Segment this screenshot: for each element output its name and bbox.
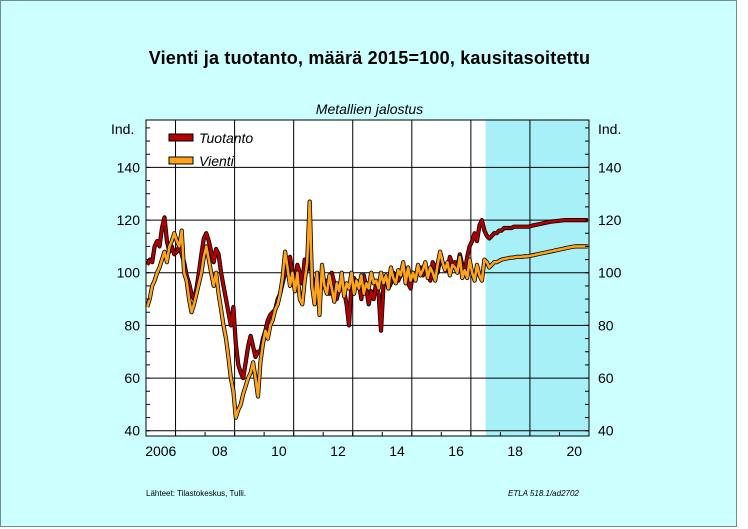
legend-swatch-tuotanto [168, 133, 194, 142]
grid-lines [146, 120, 589, 436]
x-axis: 2006 08 10 12 14 16 18 20 [145, 432, 582, 459]
series-line-vienti [145, 200, 588, 419]
plot-border [145, 119, 590, 437]
y-tick-label-left: 80 [124, 317, 140, 333]
x-tick-label: 10 [271, 443, 287, 459]
x-tick-label: 2006 [145, 443, 176, 459]
x-tick-label: 12 [330, 443, 346, 459]
y-axis-unit-left: Ind. [111, 121, 135, 137]
y-tick-label-right: 140 [598, 159, 622, 175]
x-tick-label: 20 [566, 443, 582, 459]
legend-label-vienti: Vienti [199, 153, 235, 169]
y-tick-label-left: 120 [117, 212, 141, 228]
y-tick-label-right: 100 [598, 265, 622, 281]
legend: Tuotanto Vienti [168, 130, 253, 169]
y-tick-label-left: 40 [124, 423, 140, 439]
legend-swatch-vienti [168, 156, 194, 165]
x-tick-label: 18 [507, 443, 523, 459]
x-tick-label: 08 [212, 443, 228, 459]
forecast-region [485, 120, 589, 436]
y-tick-label-left: 60 [124, 370, 140, 386]
y-tick-label-right: 80 [598, 317, 614, 333]
source-note: Lähteet: Tilastokeskus, Tulli. [146, 489, 247, 498]
chart-subtitle: Metallien jalostus [315, 101, 424, 117]
chart-title: Vienti ja tuotanto, määrä 2015=100, kaus… [148, 48, 591, 68]
y-tick-label-right: 120 [598, 212, 622, 228]
y-tick-label-right: 40 [598, 423, 614, 439]
y-tick-label-left: 140 [117, 159, 141, 175]
y-axis: 40 40 60 60 80 80 100 100 120 120 140 140 [117, 127, 622, 439]
chart-code: ETLA 518.1/ad2702 [508, 489, 579, 498]
y-tick-label-left: 100 [117, 265, 141, 281]
series-line-tuotanto [146, 216, 588, 380]
x-tick-label: 14 [389, 443, 405, 459]
y-axis-unit-right: Ind. [598, 121, 622, 137]
legend-label-tuotanto: Tuotanto [199, 130, 253, 146]
x-tick-label: 16 [448, 443, 464, 459]
y-tick-label-right: 60 [598, 370, 614, 386]
series-layer [145, 199, 588, 420]
